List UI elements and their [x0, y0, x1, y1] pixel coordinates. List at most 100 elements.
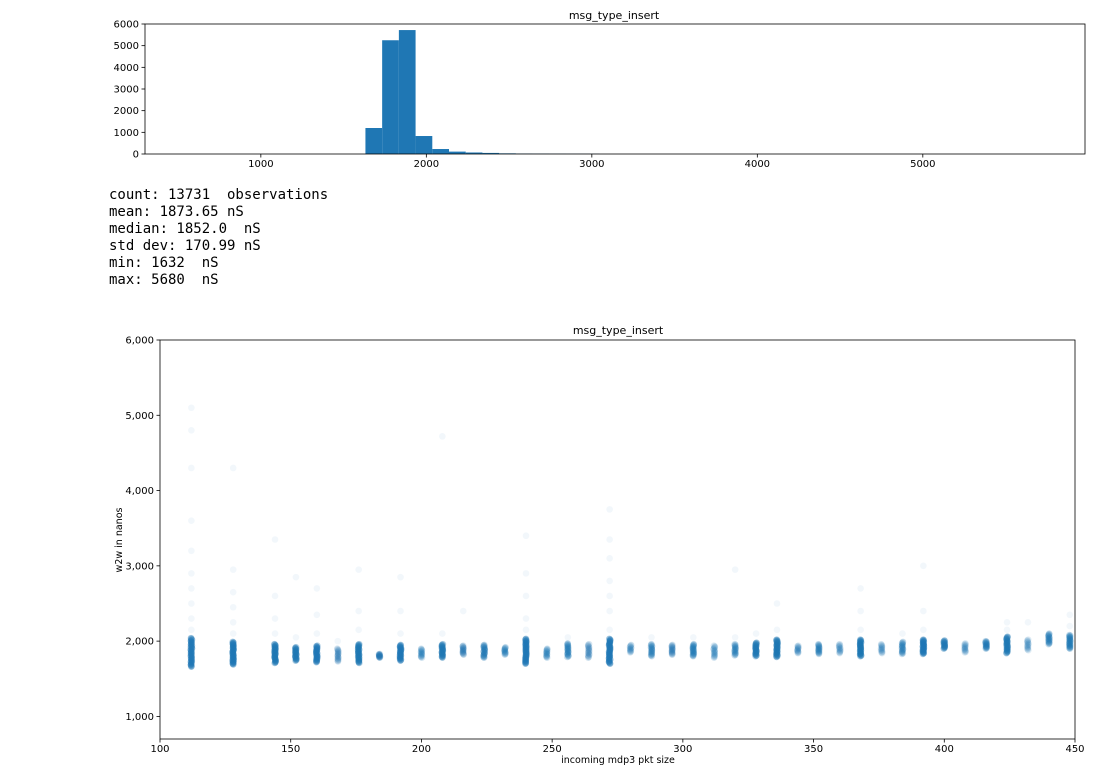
scatter-point — [648, 646, 656, 654]
scatter-point — [397, 642, 405, 649]
scatter-point — [941, 643, 948, 651]
scatter-point — [773, 626, 781, 634]
scatter-point — [229, 588, 237, 596]
scatter-point — [292, 573, 300, 581]
scatter-point — [460, 650, 467, 657]
scatter-point — [418, 648, 425, 656]
scatter-point — [711, 653, 718, 661]
scatter-point — [962, 642, 969, 650]
scatter-point — [961, 643, 968, 651]
scatter-point — [417, 645, 425, 652]
scatter-point — [271, 640, 278, 648]
scatter-point — [1045, 640, 1053, 647]
scatter-point — [836, 646, 844, 654]
scatter-point — [899, 649, 907, 657]
scatter-point — [438, 649, 446, 657]
scatter-point — [857, 636, 865, 644]
scatter-point — [898, 647, 906, 655]
scatter-point — [229, 619, 237, 626]
scatter-point — [314, 653, 321, 660]
scatter-point — [355, 647, 362, 655]
scatter-point — [522, 635, 530, 643]
scatter-point — [229, 630, 237, 637]
scatter-point — [1003, 645, 1011, 652]
scatter-point — [690, 650, 698, 658]
scatter-point — [794, 645, 802, 653]
scatter-point — [920, 650, 927, 657]
scatter-point — [627, 642, 635, 649]
scatter-x-tick-label: 200 — [412, 744, 431, 755]
scatter-point — [961, 644, 969, 652]
scatter-point — [1066, 641, 1074, 648]
scatter-point — [1045, 633, 1053, 641]
scatter-point — [752, 647, 760, 655]
scatter-point — [732, 645, 739, 653]
scatter-point — [606, 642, 614, 650]
scatter-point — [522, 648, 530, 655]
scatter-point — [835, 642, 843, 650]
scatter-point — [856, 647, 864, 655]
scatter-point — [1003, 635, 1010, 642]
scatter-point — [899, 641, 906, 648]
scatter-point — [481, 650, 488, 657]
scatter-point — [773, 637, 781, 645]
scatter-point — [313, 645, 321, 652]
scatter-point — [396, 647, 404, 655]
scatter-point — [668, 651, 676, 658]
scatter-y-tick-label: 6,000 — [125, 336, 154, 347]
scatter-point — [229, 639, 237, 647]
scatter-point — [753, 648, 760, 655]
scatter-point — [522, 649, 530, 656]
scatter-point — [522, 626, 530, 634]
scatter-point — [375, 650, 383, 658]
scatter-point — [774, 652, 781, 660]
scatter-point — [627, 648, 634, 655]
scatter-point — [690, 646, 697, 654]
scatter-point — [522, 640, 530, 648]
scatter-point — [459, 643, 467, 651]
scatter-point — [397, 646, 405, 653]
scatter-point — [732, 651, 739, 659]
scatter-point — [229, 654, 237, 661]
scatter-point — [564, 649, 571, 657]
scatter-point — [188, 648, 195, 656]
scatter-point — [877, 640, 885, 648]
scatter-point — [229, 464, 237, 472]
scatter-point — [962, 640, 969, 647]
scatter-point — [187, 647, 195, 654]
scatter-point — [940, 640, 948, 648]
scatter-point — [941, 641, 948, 649]
scatter-point — [585, 640, 593, 648]
scatter-point — [564, 644, 572, 652]
scatter-point — [397, 647, 404, 654]
scatter-point — [355, 659, 363, 666]
scatter-point — [187, 658, 195, 666]
scatter-point — [522, 645, 530, 653]
scatter-point — [271, 652, 279, 659]
scatter-point — [397, 650, 404, 657]
scatter-point — [857, 607, 864, 615]
scatter-point — [962, 647, 969, 654]
scatter-point — [1024, 637, 1031, 644]
scatter-point — [919, 638, 927, 646]
scatter-point — [417, 648, 425, 655]
scatter-point — [606, 639, 614, 646]
scatter-point — [1024, 637, 1031, 645]
scatter-point — [272, 642, 279, 649]
scatter-point — [773, 639, 781, 646]
scatter-point — [1003, 649, 1010, 657]
scatter-point — [355, 643, 362, 651]
scatter-point — [752, 642, 759, 649]
scatter-point — [522, 639, 529, 647]
scatter-point — [941, 638, 948, 646]
scatter-point — [1066, 634, 1074, 641]
scatter-point — [752, 650, 760, 657]
scatter-point — [355, 657, 362, 665]
scatter-point — [585, 653, 593, 661]
scatter-point — [272, 657, 279, 665]
scatter-point — [731, 566, 739, 573]
scatter-point — [606, 644, 614, 651]
stat-max: max: 5680 nS — [109, 272, 219, 288]
histogram-y-tick-label: 3000 — [114, 85, 139, 96]
scatter-point — [606, 637, 614, 645]
